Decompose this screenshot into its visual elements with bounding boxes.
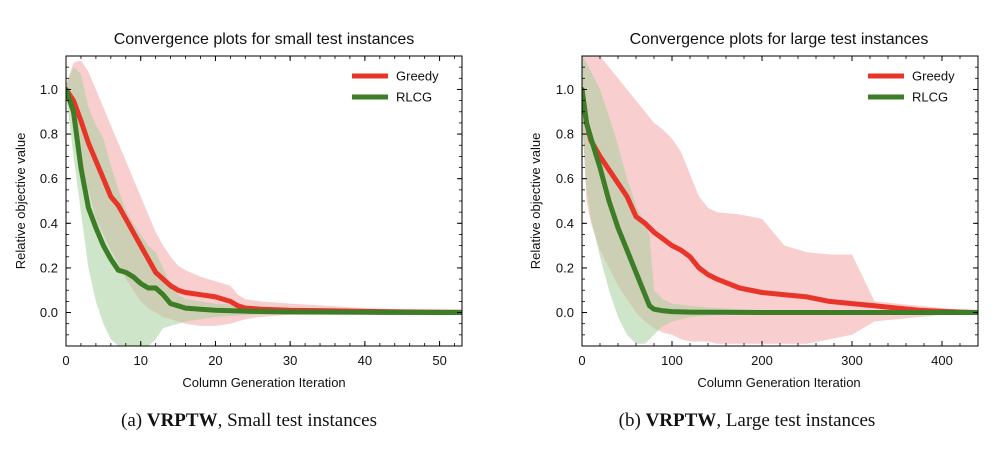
- caption-rest: , Small test instances: [217, 410, 377, 431]
- greedy-series-line: [582, 87, 978, 315]
- x-tick-label: 0: [578, 353, 585, 368]
- caption-rest: , Large test instances: [716, 410, 876, 431]
- y-tick-label: 0.4: [40, 216, 58, 231]
- y-tick-label: 0.6: [40, 171, 58, 186]
- x-axis-label: Column Generation Iteration: [182, 375, 345, 390]
- greedy-confidence-band: [582, 56, 978, 344]
- chart-title: Convergence plots for small test instanc…: [114, 31, 415, 48]
- y-tick-label: 0.8: [556, 127, 574, 142]
- caption-bold: VRPTW: [645, 410, 717, 431]
- caption-prefix: (a): [121, 410, 147, 431]
- y-axis-label: Relative objective value: [13, 133, 28, 270]
- y-tick-label: 0.2: [556, 260, 574, 275]
- x-tick-label: 300: [841, 353, 863, 368]
- rlcg-confidence-band: [66, 67, 462, 346]
- caption-a: (a) VRPTW, Small test instances: [0, 410, 498, 432]
- x-tick-label: 20: [208, 353, 222, 368]
- legend: Greedy RLCG: [868, 69, 955, 105]
- y-tick-label: 1.0: [40, 82, 58, 97]
- x-tick-label: 30: [283, 353, 297, 368]
- legend-label-greedy: Greedy: [912, 69, 955, 84]
- y-axis-label: Relative objective value: [528, 133, 543, 270]
- greedy-confidence-band: [66, 60, 462, 326]
- plot-area: [66, 60, 462, 346]
- chart-panel-large: Convergence plots for large test instanc…: [498, 0, 996, 456]
- x-tick-label: 10: [133, 353, 147, 368]
- x-axis-label: Column Generation Iteration: [697, 375, 860, 390]
- chart-title: Convergence plots for large test instanc…: [630, 31, 929, 48]
- caption-bold: VRPTW: [146, 410, 218, 431]
- y-tick-label: 0.0: [40, 305, 58, 320]
- chart-large: Convergence plots for large test instanc…: [528, 31, 979, 390]
- x-tick-label: 400: [931, 353, 953, 368]
- x-tick-label: 0: [62, 353, 69, 368]
- chart-small: Convergence plots for small test instanc…: [13, 31, 463, 390]
- y-tick-label: 0.8: [40, 127, 58, 142]
- plot-area: [582, 56, 978, 344]
- x-tick-label: 200: [751, 353, 773, 368]
- y-tick-label: 0.2: [40, 260, 58, 275]
- y-tick-label: 0.6: [556, 171, 574, 186]
- caption-b: (b) VRPTW, Large test instances: [498, 410, 996, 432]
- x-tick-label: 40: [358, 353, 372, 368]
- caption-prefix: (b): [618, 410, 646, 431]
- y-tick-label: 0.0: [556, 305, 574, 320]
- rlcg-confidence-band: [582, 56, 978, 344]
- legend-label-rlcg: RLCG: [912, 90, 948, 105]
- legend-label-greedy: Greedy: [396, 69, 439, 84]
- y-tick-label: 1.0: [556, 82, 574, 97]
- y-tick-label: 0.4: [556, 216, 574, 231]
- rlcg-series-line: [582, 87, 978, 315]
- x-tick-label: 100: [661, 353, 683, 368]
- x-tick-label: 50: [432, 353, 446, 368]
- rlcg-series-line: [66, 87, 462, 315]
- legend: Greedy RLCG: [352, 69, 439, 105]
- legend-label-rlcg: RLCG: [396, 90, 432, 105]
- chart-panel-small: Convergence plots for small test instanc…: [0, 31, 498, 432]
